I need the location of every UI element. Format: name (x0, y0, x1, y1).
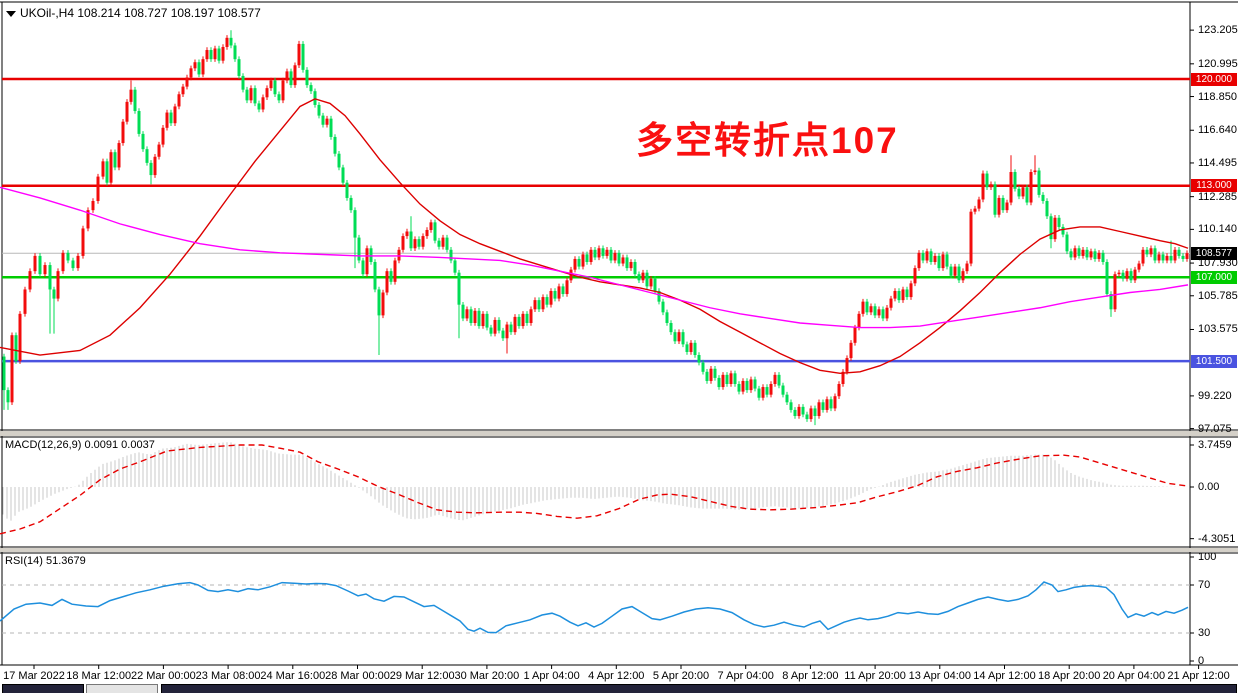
symbol-dropdown-arrow-icon[interactable] (6, 11, 16, 17)
hline-price-box: 107.000 (1191, 270, 1237, 284)
hline-price-box: 113.000 (1191, 179, 1237, 193)
hline-price-box: 101.500 (1191, 354, 1237, 368)
macd-tick-label: 3.7459 (1198, 439, 1232, 451)
time-tick-label: 17 Mar 2022 (3, 670, 65, 682)
annotation-text: 多空转折点107 (636, 120, 899, 161)
chart-tab-strip[interactable] (161, 684, 1237, 693)
price-tick-label: 110.140 (1198, 223, 1237, 236)
time-tick-label: 23 Mar 08:00 (195, 670, 261, 682)
time-tick-label: 21 Apr 12:00 (1167, 670, 1230, 682)
time-tick-label: 11 Apr 20:00 (844, 670, 906, 682)
price-tick-label: 97.075 (1198, 422, 1232, 435)
time-tick-label: 29 Mar 12:00 (389, 670, 455, 682)
macd-panel (0, 442, 1189, 535)
price-tick-label: 114.495 (1198, 156, 1237, 169)
rsi-tick-label: 70 (1198, 579, 1211, 591)
symbol-info-line: UKOil-,H4 108.214 108.727 108.197 108.57… (6, 6, 261, 20)
time-tick-label: 22 Mar 00:00 (130, 670, 196, 682)
time-tick-label: 13 Apr 04:00 (908, 670, 971, 682)
rsi-tick-label: 100 (1198, 551, 1217, 563)
macd-indicator-label: MACD(12,26,9) 0.0091 0.0037 (5, 439, 155, 451)
time-tick-label: 5 Apr 20:00 (652, 670, 710, 682)
rsi-panel (0, 581, 1190, 634)
price-tick-label: 112.285 (1198, 190, 1237, 203)
hline-price-box: 120.000 (1191, 72, 1237, 86)
price-tick-label: 116.640 (1198, 124, 1237, 137)
rsi-tick-label: 0 (1198, 655, 1205, 667)
time-tick-label: 24 Mar 16:00 (260, 670, 326, 682)
price-tick-label: 120.995 (1198, 57, 1238, 70)
symbol-ohlc-text: UKOil-,H4 108.214 108.727 108.197 108.57… (20, 6, 261, 20)
time-tick-label: 28 Mar 00:00 (325, 670, 390, 682)
ma-fast-line (0, 98, 1189, 375)
time-tick-label: 7 Apr 04:00 (717, 670, 774, 682)
rsi-indicator-label: RSI(14) 51.3679 (5, 555, 86, 567)
price-tick-label: 105.785 (1198, 289, 1238, 302)
price-tick-label: 103.575 (1198, 323, 1238, 336)
chart-tab-2[interactable] (86, 684, 158, 693)
panel-borders (0, 1, 1238, 669)
price-tick-label: 107.930 (1198, 257, 1238, 270)
price-tick-label: 123.205 (1198, 24, 1238, 37)
time-tick-label: 4 Apr 12:00 (588, 670, 645, 682)
rsi-tick-label: 30 (1198, 627, 1211, 639)
time-tick-label: 20 Apr 04:00 (1102, 670, 1166, 682)
macd-tick-label: 0.00 (1198, 481, 1220, 493)
time-tick-label: 14 Apr 12:00 (973, 670, 1036, 682)
time-tick-label: 1 Apr 04:00 (523, 670, 580, 682)
time-tick-label: 18 Apr 20:00 (1037, 670, 1101, 682)
macd-tick-label: -4.3051 (1198, 532, 1236, 545)
time-tick-label: 18 Mar 12:00 (66, 670, 132, 682)
time-tick-label: 8 Apr 12:00 (782, 670, 839, 682)
ma-slow-line (0, 186, 1189, 329)
time-tick-label: 30 Mar 20:00 (454, 670, 520, 682)
price-tick-label: 118.850 (1198, 90, 1237, 103)
candles (2, 30, 1189, 426)
current-price-box: 108.577 (1191, 246, 1237, 260)
chart-tab-1[interactable] (2, 684, 84, 693)
price-tick-label: 99.220 (1198, 389, 1232, 402)
